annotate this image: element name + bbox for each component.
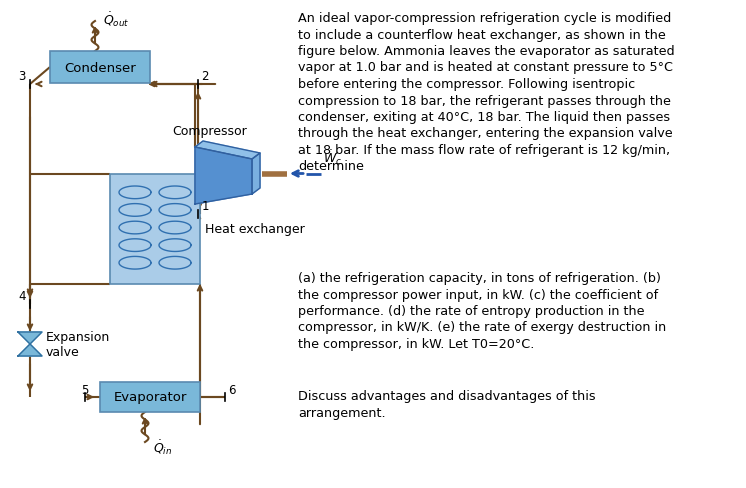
Polygon shape bbox=[195, 148, 252, 204]
Text: $\dot{Q}_{out}$: $\dot{Q}_{out}$ bbox=[103, 11, 130, 29]
Text: Compressor: Compressor bbox=[172, 125, 248, 138]
Text: Evaporator: Evaporator bbox=[113, 391, 186, 404]
Bar bbox=[100, 382, 200, 412]
Text: 4: 4 bbox=[18, 290, 26, 303]
Bar bbox=[50, 52, 150, 84]
Text: 2: 2 bbox=[201, 70, 209, 83]
Text: 5: 5 bbox=[81, 383, 89, 396]
Text: $\dot{Q}_{in}$: $\dot{Q}_{in}$ bbox=[153, 438, 172, 456]
Text: $\dot{W}_c$: $\dot{W}_c$ bbox=[323, 148, 342, 167]
Text: 6: 6 bbox=[228, 383, 236, 396]
Text: An ideal vapor-compression refrigeration cycle is modified
to include a counterf: An ideal vapor-compression refrigeration… bbox=[298, 12, 674, 173]
Polygon shape bbox=[18, 345, 42, 356]
Text: 3: 3 bbox=[19, 70, 25, 83]
Text: Condenser: Condenser bbox=[64, 61, 136, 74]
Text: Heat exchanger: Heat exchanger bbox=[205, 223, 305, 236]
Text: Expansion
valve: Expansion valve bbox=[46, 330, 110, 358]
Polygon shape bbox=[252, 154, 260, 195]
Bar bbox=[110, 175, 200, 285]
Text: (a) the refrigeration capacity, in tons of refrigeration. (b)
the compressor pow: (a) the refrigeration capacity, in tons … bbox=[298, 271, 666, 350]
Text: Discuss advantages and disadvantages of this
arrangement.: Discuss advantages and disadvantages of … bbox=[298, 389, 595, 419]
Polygon shape bbox=[195, 142, 260, 160]
Polygon shape bbox=[18, 332, 42, 345]
Text: 1: 1 bbox=[201, 200, 209, 213]
